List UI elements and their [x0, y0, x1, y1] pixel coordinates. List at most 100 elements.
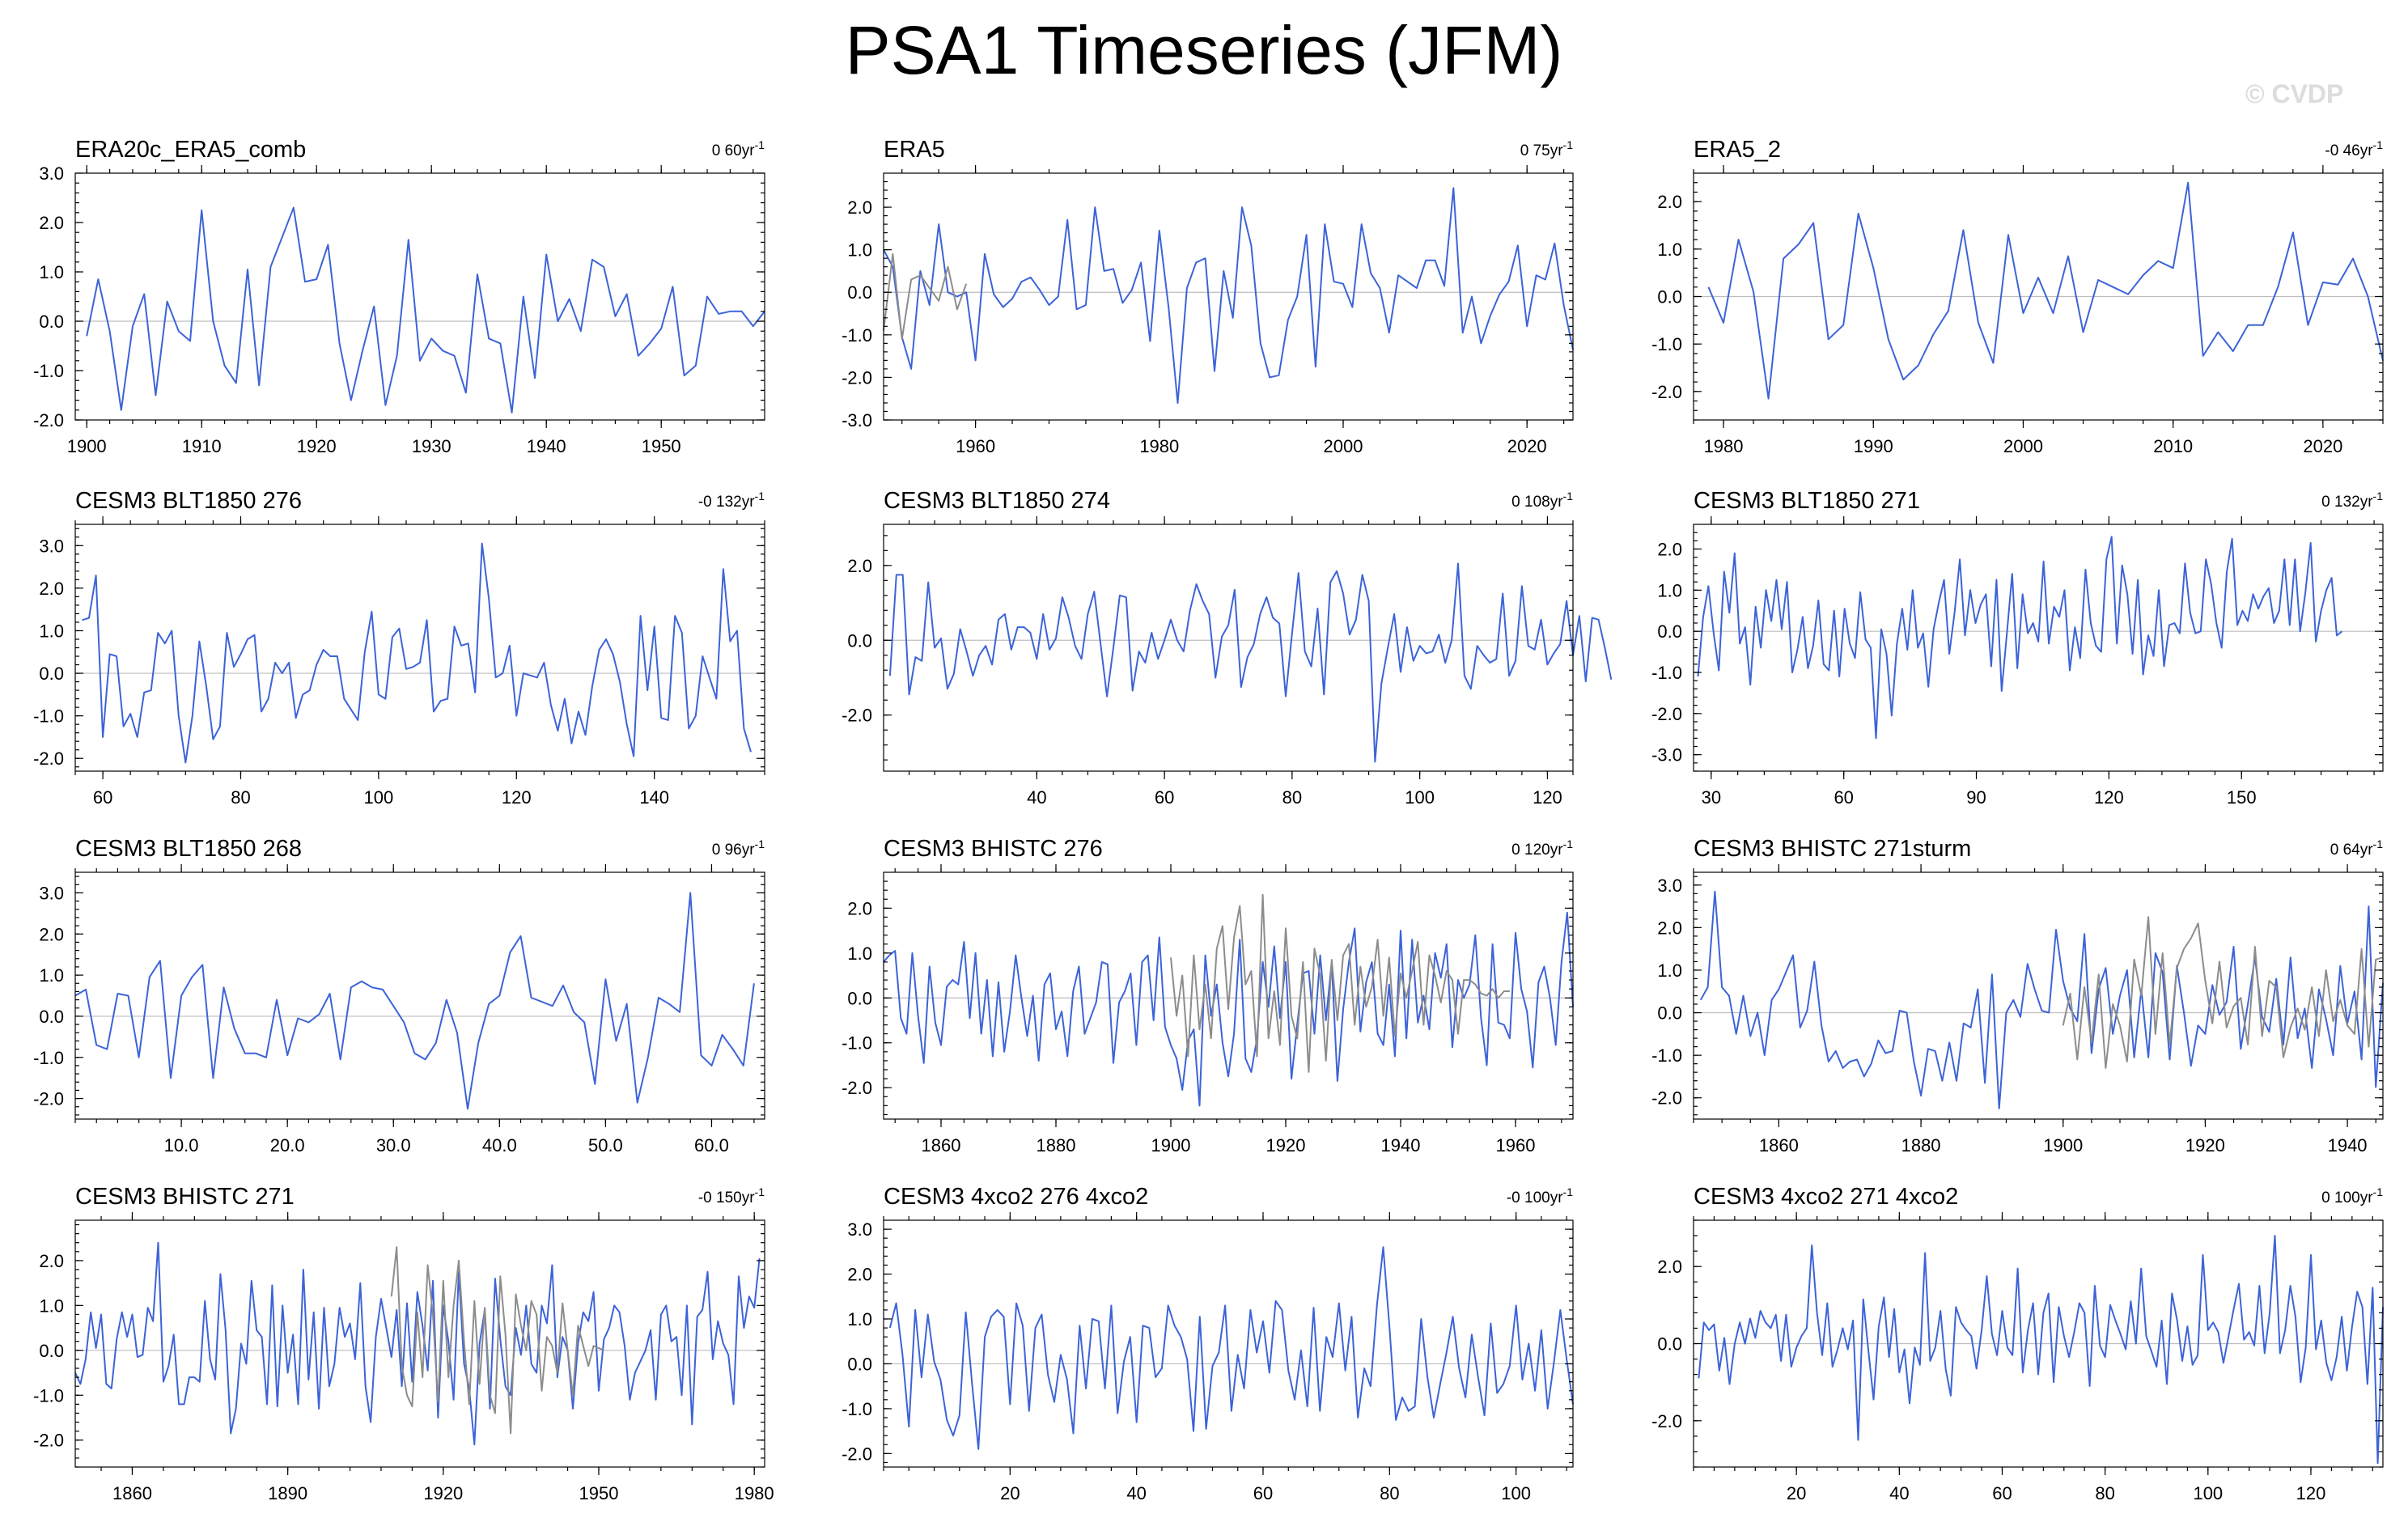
y-tick-label: 1.0 — [847, 1309, 872, 1329]
x-tick-label: 1860 — [922, 1135, 961, 1155]
y-tick-label: -2.0 — [842, 1444, 872, 1464]
y-tick-label: 0.0 — [1657, 1003, 1682, 1024]
timeseries-panel-1: -2.0 -1.0 0.0 1.0 2.0 3.0 1900 1910 1920 1930 1940… — [33, 137, 765, 456]
y-tick-label: -2.0 — [842, 1078, 872, 1098]
trend-label: -0 150yr-1 — [698, 1185, 765, 1206]
pc-timeseries-line — [83, 544, 752, 763]
y-tick-label: -3.0 — [1651, 745, 1682, 765]
x-tick-label: 1880 — [1901, 1135, 1941, 1155]
pc-timeseries-line — [87, 208, 765, 413]
x-tick-label: 1890 — [268, 1483, 307, 1503]
timeseries-panel-10: -2.0 -1.0 0.0 1.0 2.0 1860 1890 1920 1950 1980 CES… — [33, 1184, 774, 1503]
y-tick-label: 2.0 — [847, 556, 872, 576]
y-tick-label: 2.0 — [847, 197, 872, 218]
timeseries-panel-12: -2.00.02.020 40 60 80 100 120CESM3 4xco2 271 … — [1651, 1184, 2383, 1503]
y-tick-label: 1.0 — [847, 240, 872, 261]
x-tick-label: 60 — [1253, 1483, 1273, 1503]
y-tick-label: -1.0 — [842, 1033, 872, 1054]
y-tick-label: 1.0 — [847, 943, 872, 964]
plot-frame — [884, 1220, 1573, 1467]
y-tick-label: -2.0 — [33, 1089, 64, 1109]
panel-title: CESM3 4xco2 276 4xco2 — [884, 1184, 1148, 1210]
x-tick-label: 100 — [1501, 1483, 1531, 1503]
y-tick-label: 2.0 — [847, 1265, 872, 1285]
y-tick-label: 1.0 — [39, 262, 64, 282]
x-tick-label: 100 — [1405, 787, 1435, 808]
x-tick-label: 120 — [2094, 787, 2124, 808]
x-tick-label: 40 — [1126, 1483, 1146, 1503]
y-tick-label: -1.0 — [33, 361, 64, 381]
plot-frame — [75, 524, 765, 771]
x-tick-label: 1900 — [1151, 1135, 1191, 1155]
y-tick-label: 0.0 — [847, 1354, 872, 1374]
x-tick-label: 50.0 — [588, 1135, 623, 1155]
y-tick-label: 1.0 — [1657, 960, 1682, 981]
y-tick-label: -1.0 — [1651, 663, 1682, 683]
y-tick-label: -2.0 — [842, 367, 872, 388]
x-tick-label: 60 — [93, 787, 112, 808]
x-tick-label: 2000 — [2003, 436, 2043, 456]
x-tick-label: 80 — [1380, 1483, 1399, 1503]
x-tick-label: 80 — [231, 787, 250, 808]
y-tick-label: 2.0 — [39, 924, 64, 944]
timeseries-panel-7: -2.0-1.00.01.02.03.010.0 20.0 30.0 40.0 50.0… — [33, 836, 765, 1155]
panel-title: CESM3 4xco2 271 4xco2 — [1694, 1184, 1958, 1210]
pc-timeseries-line — [1698, 536, 2342, 738]
trend-label: 0 96yr-1 — [712, 837, 765, 859]
reference-series-line — [2063, 917, 2383, 1068]
x-tick-label: 1940 — [1381, 1135, 1421, 1155]
y-tick-label: -2.0 — [1651, 704, 1682, 724]
pc-timeseries-line — [1709, 183, 2384, 399]
panel-title: CESM3 BLT1850 276 — [75, 488, 302, 514]
x-tick-label: 60 — [1155, 787, 1174, 808]
pc-timeseries-line — [884, 188, 1573, 403]
x-tick-label: 40 — [1027, 787, 1046, 808]
x-tick-label: 1860 — [112, 1483, 152, 1503]
timeseries-panel-6: -3.0-2.0-1.00.01.02.030 60 90 120 150CESM3 B… — [1651, 488, 2383, 808]
y-tick-label: -1.0 — [1651, 1045, 1682, 1066]
x-tick-label: 30 — [1702, 787, 1721, 808]
y-tick-label: 2.0 — [1657, 1257, 1682, 1277]
x-tick-label: 120 — [2296, 1483, 2326, 1503]
y-tick-label: 2.0 — [1657, 918, 1682, 938]
pc-timeseries-line — [890, 1247, 1573, 1449]
y-tick-label: 1.0 — [1657, 240, 1682, 260]
x-tick-label: 2010 — [2153, 436, 2193, 456]
y-tick-label: -2.0 — [33, 748, 64, 769]
trend-label: 0 108yr-1 — [1511, 490, 1573, 511]
x-tick-label: 120 — [1533, 787, 1562, 808]
y-tick-label: 2.0 — [847, 898, 872, 918]
x-tick-label: 40 — [1889, 1483, 1909, 1503]
y-tick-label: 2.0 — [39, 579, 64, 599]
pc-timeseries-line — [75, 1243, 760, 1445]
pc-timeseries-line — [890, 564, 1611, 762]
y-tick-label: 0.0 — [39, 1341, 64, 1361]
timeseries-panel-3: -2.0-1.00.01.02.01980 1990 2000 2010 2020ERA… — [1651, 137, 2383, 456]
y-tick-label: 0.0 — [847, 988, 872, 1008]
y-tick-label: 3.0 — [847, 1219, 872, 1240]
y-tick-label: -1.0 — [33, 706, 64, 727]
panel-title: ERA20c_ERA5_comb — [75, 137, 306, 163]
y-tick-label: 0.0 — [847, 630, 872, 651]
trend-label: 0 64yr-1 — [2330, 837, 2383, 859]
y-tick-label: 3.0 — [39, 163, 64, 184]
panel-title: CESM3 BLT1850 268 — [75, 836, 302, 862]
x-tick-label: 1940 — [2328, 1135, 2368, 1155]
timeseries-panel-5: -2.0 0.0 2.0 40 60 80 100 120 CESM3 BLT1850 274 0… — [842, 488, 1611, 808]
y-tick-label: -3.0 — [842, 410, 872, 430]
y-tick-label: 1.0 — [39, 1295, 64, 1316]
y-tick-label: -2.0 — [1651, 1088, 1682, 1109]
x-tick-label: 40.0 — [482, 1135, 517, 1155]
x-tick-label: 1910 — [182, 436, 222, 456]
timeseries-panel-11: -2.0 -1.0 0.0 1.0 2.0 3.0 20 40 60 80 100 CESM3 4xc… — [842, 1184, 1573, 1503]
x-tick-label: 90 — [1966, 787, 1986, 808]
timeseries-panel-2: -3.0 -2.0 -1.0 0.0 1.0 2.0 1960 1980 2000 2020 ERA… — [842, 137, 1573, 456]
trend-label: -0 100yr-1 — [1507, 1185, 1573, 1206]
plot-frame — [75, 173, 765, 420]
y-tick-label: 3.0 — [1657, 876, 1682, 896]
x-tick-label: 60 — [1834, 787, 1853, 808]
x-tick-label: 1900 — [67, 436, 107, 456]
panel-title: ERA5_2 — [1694, 137, 1781, 163]
y-tick-label: 0.0 — [1657, 1334, 1682, 1355]
x-tick-label: 1950 — [642, 436, 681, 456]
